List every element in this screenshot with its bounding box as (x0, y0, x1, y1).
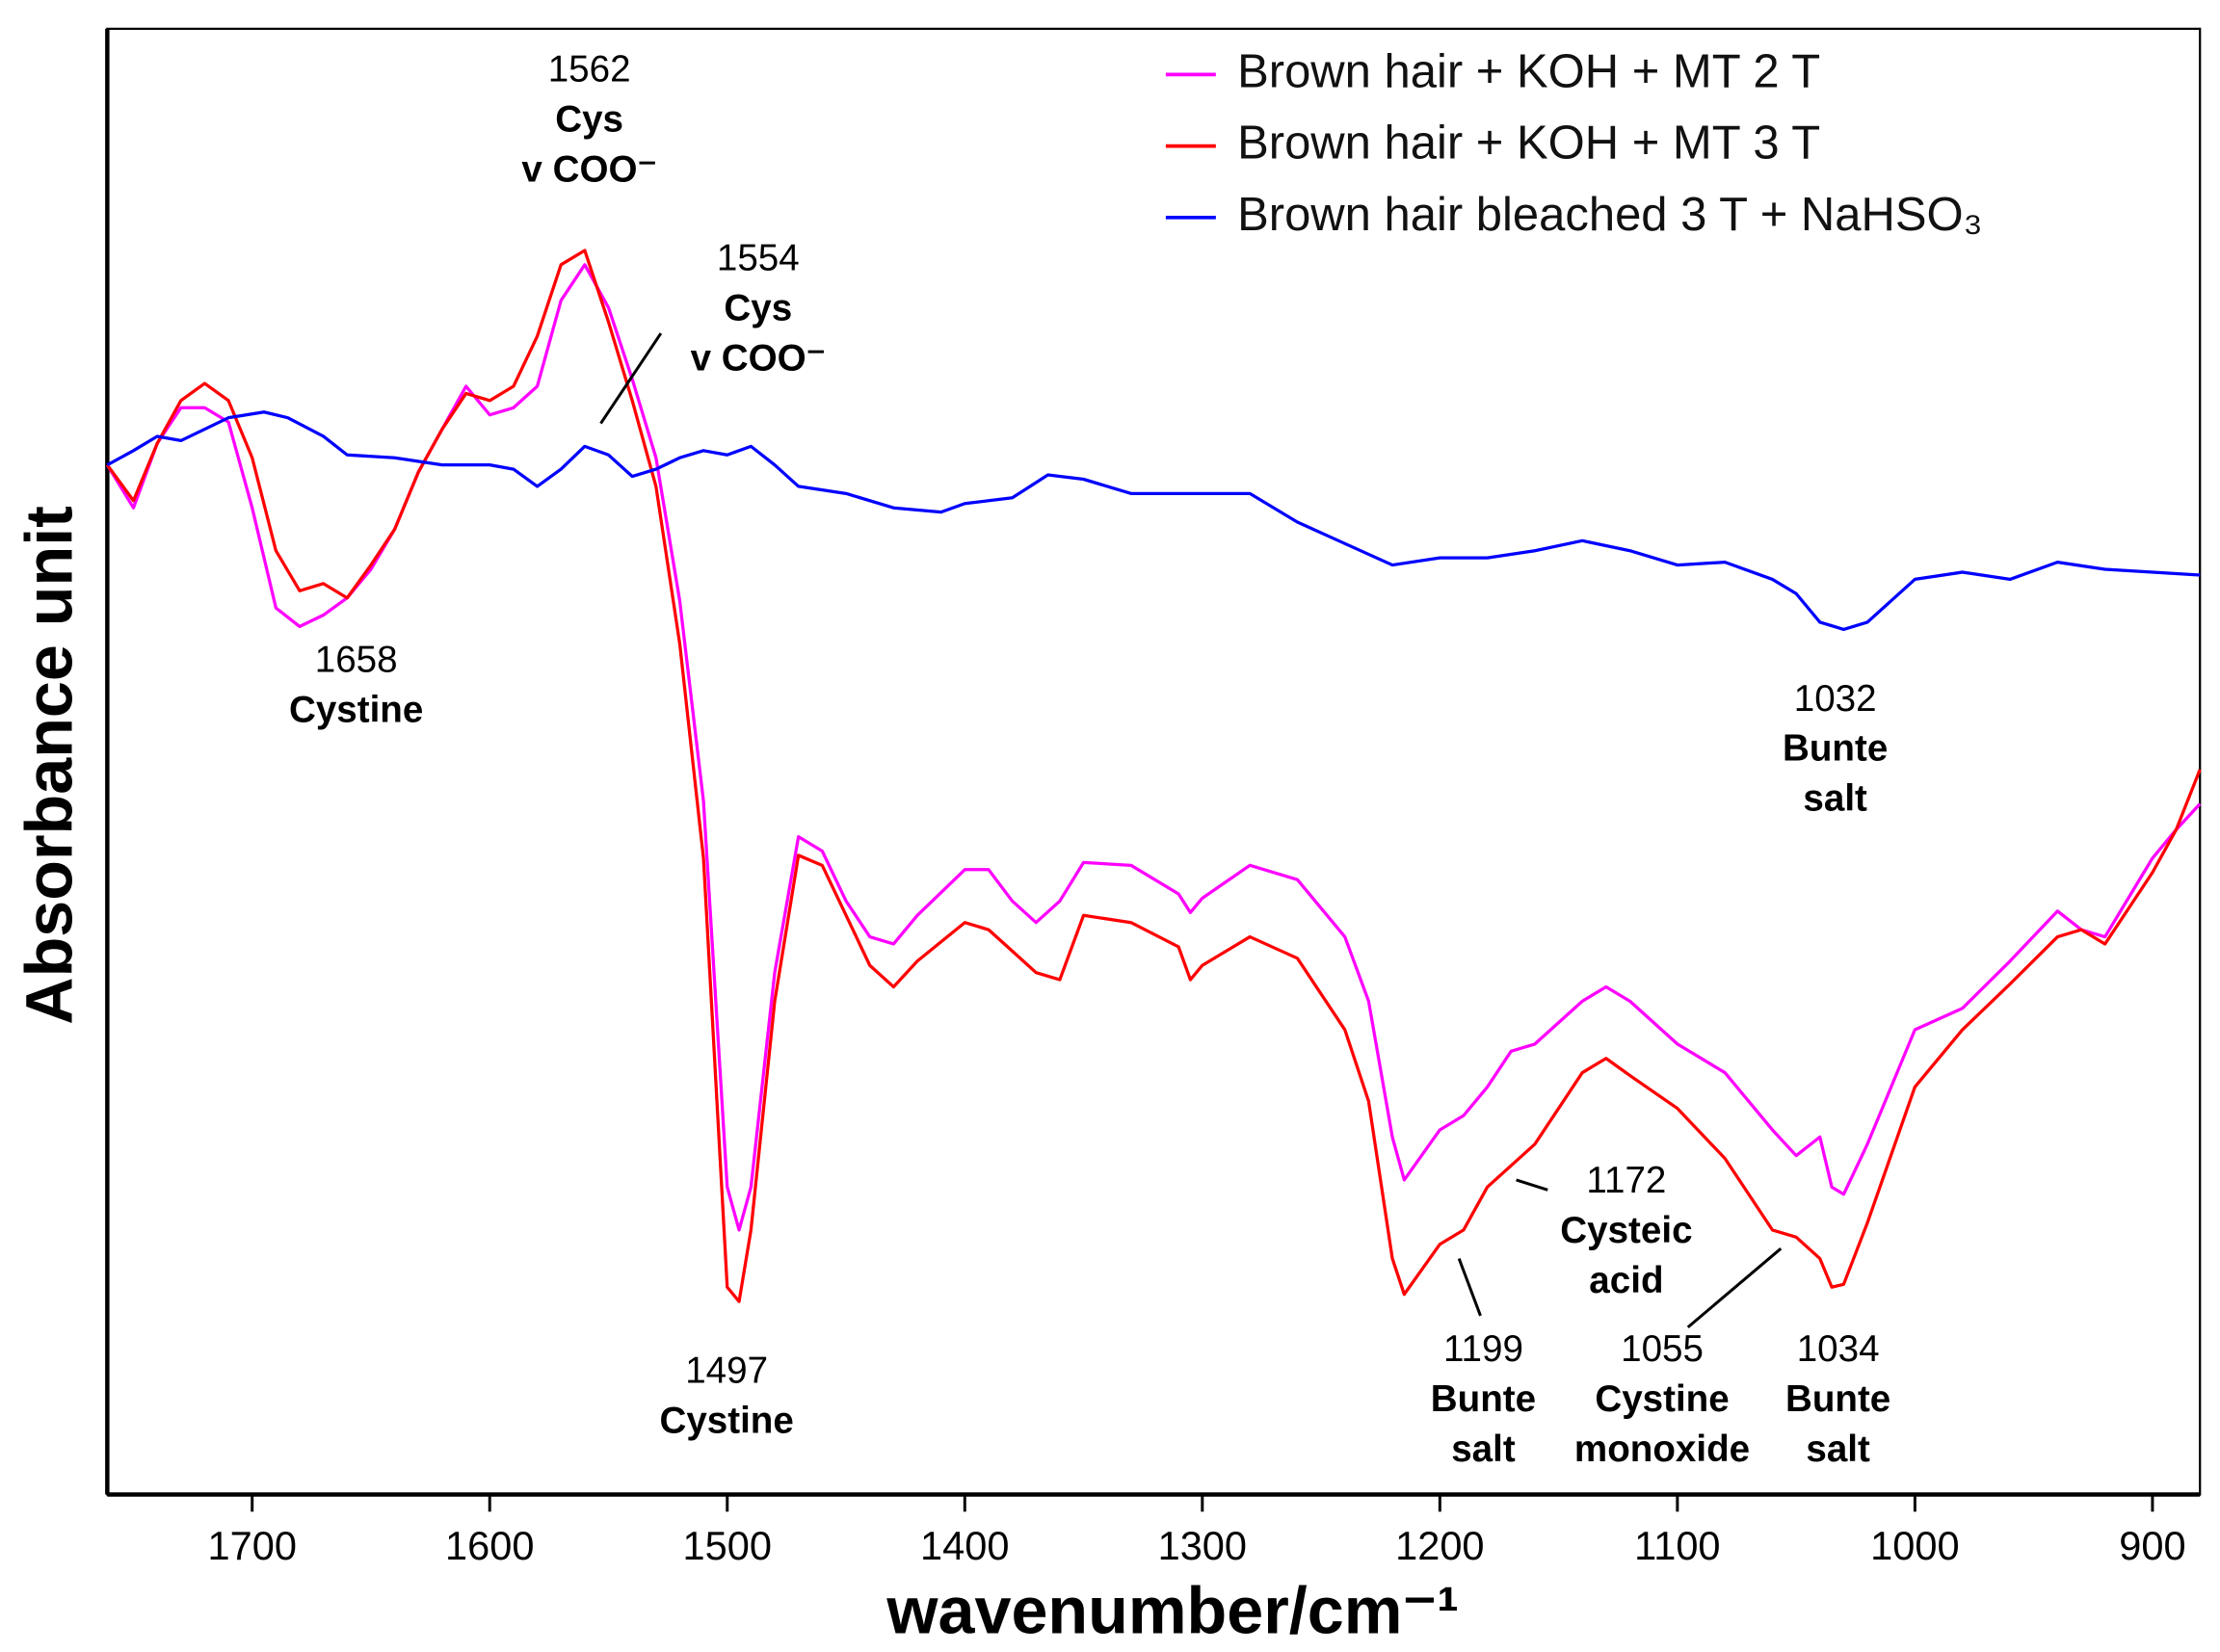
annotation-label: Bunte (1431, 1378, 1536, 1420)
leader-line (1686, 1247, 1783, 1328)
x-tick-label: 900 (2119, 1523, 2185, 1568)
annotation-label: monoxide (1574, 1429, 1750, 1470)
annotation-number: 1172 (1586, 1160, 1666, 1201)
annotation-label: v COO⁻ (691, 337, 826, 379)
x-tick-label: 1300 (1158, 1523, 1247, 1568)
annotation-label: Cys (555, 99, 623, 141)
annotation-label: acid (1589, 1260, 1663, 1301)
leader-line (1516, 1178, 1548, 1192)
annotation-label: Cystine (1595, 1378, 1729, 1420)
leader-line (599, 332, 663, 425)
annotation-number: 1497 (685, 1350, 768, 1392)
annotation-label: v COO⁻ (521, 149, 656, 191)
annotation-label: salt (1806, 1429, 1870, 1470)
x-tick-label: 1600 (445, 1523, 534, 1568)
leader-line (1457, 1258, 1482, 1317)
x-tick-label: 1200 (1395, 1523, 1484, 1568)
annotation-number: 1034 (1797, 1328, 1880, 1370)
y-axis-title: Absorbance unit (13, 506, 86, 1025)
annotation-label: Bunte (1785, 1378, 1890, 1420)
x-tick-label: 1400 (920, 1523, 1009, 1568)
annotation-label: Cystine (289, 690, 423, 731)
annotation-number: 1554 (717, 238, 800, 279)
legend-label: Brown hair + KOH + MT 2 T (1237, 45, 1820, 97)
annotation-label: salt (1803, 778, 1867, 820)
annotation-number: 1658 (315, 640, 398, 681)
legend-label: Brown hair + KOH + MT 3 T (1237, 118, 1820, 170)
x-tick-label: 1500 (683, 1523, 772, 1568)
annotation-label: Cys (724, 288, 792, 329)
annotation-label: Bunte (1783, 728, 1888, 770)
annotation-label: salt (1451, 1429, 1516, 1470)
x-tick-label: 1000 (1870, 1523, 1959, 1568)
annotation-label: Cysteic (1560, 1210, 1692, 1251)
legend-label: Brown hair bleached 3 T + NaHSO₃ (1237, 189, 1982, 241)
annotation-label: Cystine (659, 1400, 793, 1441)
x-axis-title: wavenumber/cm⁻¹ (885, 1575, 1459, 1648)
x-tick-label: 1100 (1634, 1523, 1720, 1568)
annotation-number: 1562 (548, 49, 631, 91)
series-line (106, 410, 2201, 632)
annotation-number: 1199 (1443, 1328, 1523, 1370)
annotation-number: 1032 (1794, 678, 1877, 720)
x-tick-label: 1700 (208, 1523, 297, 1568)
series-line (106, 249, 2202, 1303)
annotation-number: 1055 (1621, 1328, 1704, 1370)
